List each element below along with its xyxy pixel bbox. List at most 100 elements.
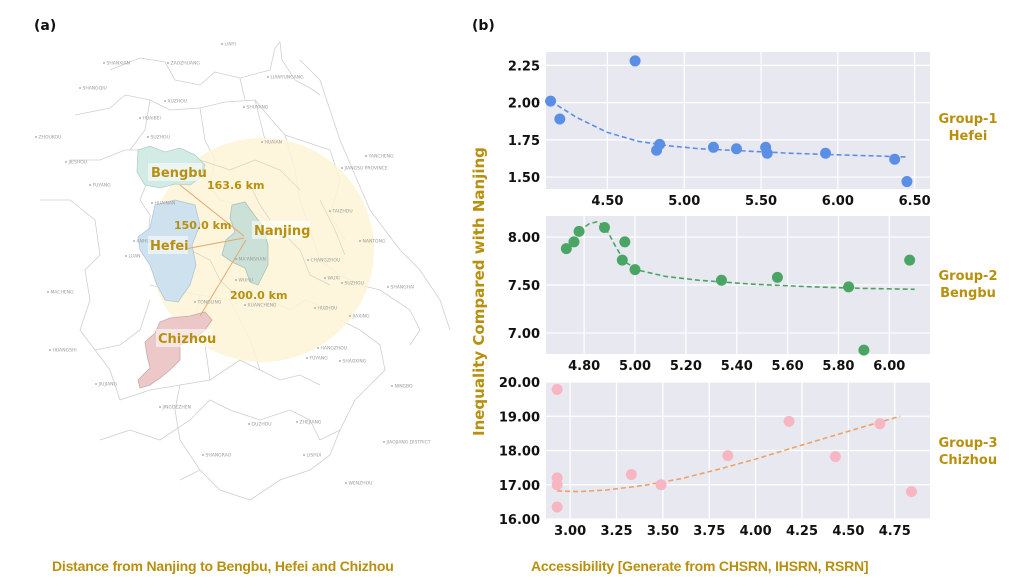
city-label: HUAINAN [155, 201, 176, 207]
city-label: HUANGSHI [53, 348, 77, 354]
x-tick-label: 3.75 [693, 524, 725, 539]
city-dot [387, 286, 389, 288]
x-tick-label: 4.75 [879, 524, 911, 539]
city-label: SHANXIAN [107, 61, 131, 67]
city-dot [261, 141, 263, 143]
city-dot [167, 62, 169, 64]
arrow-nanjing-chizhou [199, 239, 247, 317]
group-1-label: Group-1 Hefei [928, 111, 1008, 145]
city-dot [341, 282, 343, 284]
x-tick-label: 3.00 [554, 524, 586, 539]
y-tick-label: 1.75 [508, 134, 540, 149]
group-2-name: Group-2 [938, 269, 998, 284]
city-dot [151, 202, 153, 204]
city-label: HANGZHOU [321, 346, 348, 352]
x-tick-label: 6.00 [822, 194, 854, 209]
map-caption: Distance from Nanjing to Bengbu, Hefei a… [52, 558, 394, 574]
data-point [905, 486, 917, 498]
data-point [771, 271, 783, 283]
y-tick-label: 1.50 [508, 171, 540, 186]
city-label: WUXI [328, 276, 340, 282]
city-label: ANHUI [137, 239, 151, 245]
data-point [568, 236, 580, 248]
city-dot [349, 315, 351, 317]
city-label: WUHU [239, 278, 253, 284]
city-label: JIANGSU PROVINCE [344, 166, 388, 172]
city-label: NANTONG [363, 239, 386, 245]
chart-group-2: 4.80 5.00 5.20 5.40 5.60 5.80 6.00 7.00 7.50 8.00 [508, 216, 930, 374]
data-point [551, 384, 563, 396]
trend-line [557, 415, 901, 493]
x-tick-label: 5.00 [619, 359, 651, 374]
x-tick-label: 5.60 [772, 359, 804, 374]
city-label: JIUJIANG [98, 382, 118, 388]
x-tick-label: 4.25 [786, 524, 818, 539]
city-label: ZAOZHUANG [171, 61, 201, 67]
city-dot [339, 360, 341, 362]
city-dot [133, 240, 135, 242]
arrow-nanjing-hefei [184, 237, 245, 250]
city-dot [359, 240, 361, 242]
city-label: FUYANG [93, 183, 112, 189]
city-dot [324, 277, 326, 279]
inner-boundaries [189, 159, 346, 296]
data-point [858, 344, 870, 356]
x-tick-label: 4.50 [591, 194, 623, 209]
data-point [820, 147, 832, 159]
city-label: HUAIBEI [143, 116, 161, 122]
x-tick-label: 5.00 [668, 194, 700, 209]
data-point [901, 176, 913, 188]
city-dot [345, 482, 347, 484]
city-dot [303, 454, 305, 456]
city-label: CHANGZHOU [311, 258, 341, 264]
x-tick-label: 4.00 [740, 524, 772, 539]
data-point [761, 147, 773, 159]
data-point [560, 243, 572, 255]
city-dot [267, 76, 269, 78]
city-dot [221, 43, 223, 45]
plot-area [546, 52, 930, 189]
data-point [545, 95, 557, 107]
y-tick-label: 18.00 [499, 445, 540, 460]
city-label: LINYI [225, 42, 236, 48]
data-point [874, 418, 886, 430]
chart-group-3: 3.00 3.25 3.50 3.75 4.00 4.25 4.50 4.75 16.00 17.… [499, 376, 930, 539]
arrow-nanjing-bengbu [179, 184, 245, 237]
label-nanjing: Nanjing [254, 224, 310, 239]
city-label: WENZHOU [349, 481, 373, 487]
data-point [715, 274, 727, 286]
x-tick-label: 5.40 [721, 359, 753, 374]
group-1-name: Group-1 [938, 112, 998, 127]
city-dot [147, 136, 149, 138]
highlight-labels: Bengbu Hefei Nanjing Chizhou 163.6 km 15… [148, 163, 310, 347]
y-tick-label: 2.00 [508, 97, 540, 112]
distance-arrows [179, 184, 247, 317]
data-point [598, 222, 610, 233]
city-label: HUAIAN [265, 140, 283, 146]
city-dot [391, 385, 393, 387]
city-label: SHANGRAO [206, 453, 232, 459]
y-tick-label: 19.00 [499, 410, 540, 425]
label-chizhou: Chizhou [158, 332, 216, 347]
chart-group-1: 4.50 5.00 5.50 6.00 6.50 1.50 1.75 2.00 2.25 [508, 52, 931, 209]
y-tick-label: 7.00 [508, 327, 540, 342]
y-tick-label: 8.00 [508, 231, 540, 246]
city-dot [314, 307, 316, 309]
city-label: YANCHENG [368, 154, 395, 160]
data-point [654, 138, 666, 150]
x-tick-label: 3.25 [600, 524, 632, 539]
x-tick-label: 5.80 [822, 359, 854, 374]
city-dot [79, 87, 81, 89]
x-tick-label: 4.50 [832, 524, 864, 539]
data-point [904, 254, 916, 266]
x-tick-label: 5.20 [670, 359, 702, 374]
city-label: JIAXING [352, 314, 371, 320]
data-point [551, 501, 563, 513]
city-label: SHANGQIU [83, 86, 107, 92]
panel-b-label: (b) [472, 18, 495, 34]
city-labels: LINYI SHANXIAN ZAOZHUANG LIANYUNGANG SHANGQI… [35, 42, 431, 487]
city-dot [65, 161, 67, 163]
city-dot [103, 62, 105, 64]
x-tick-label: 4.80 [568, 359, 600, 374]
data-point [707, 141, 719, 153]
